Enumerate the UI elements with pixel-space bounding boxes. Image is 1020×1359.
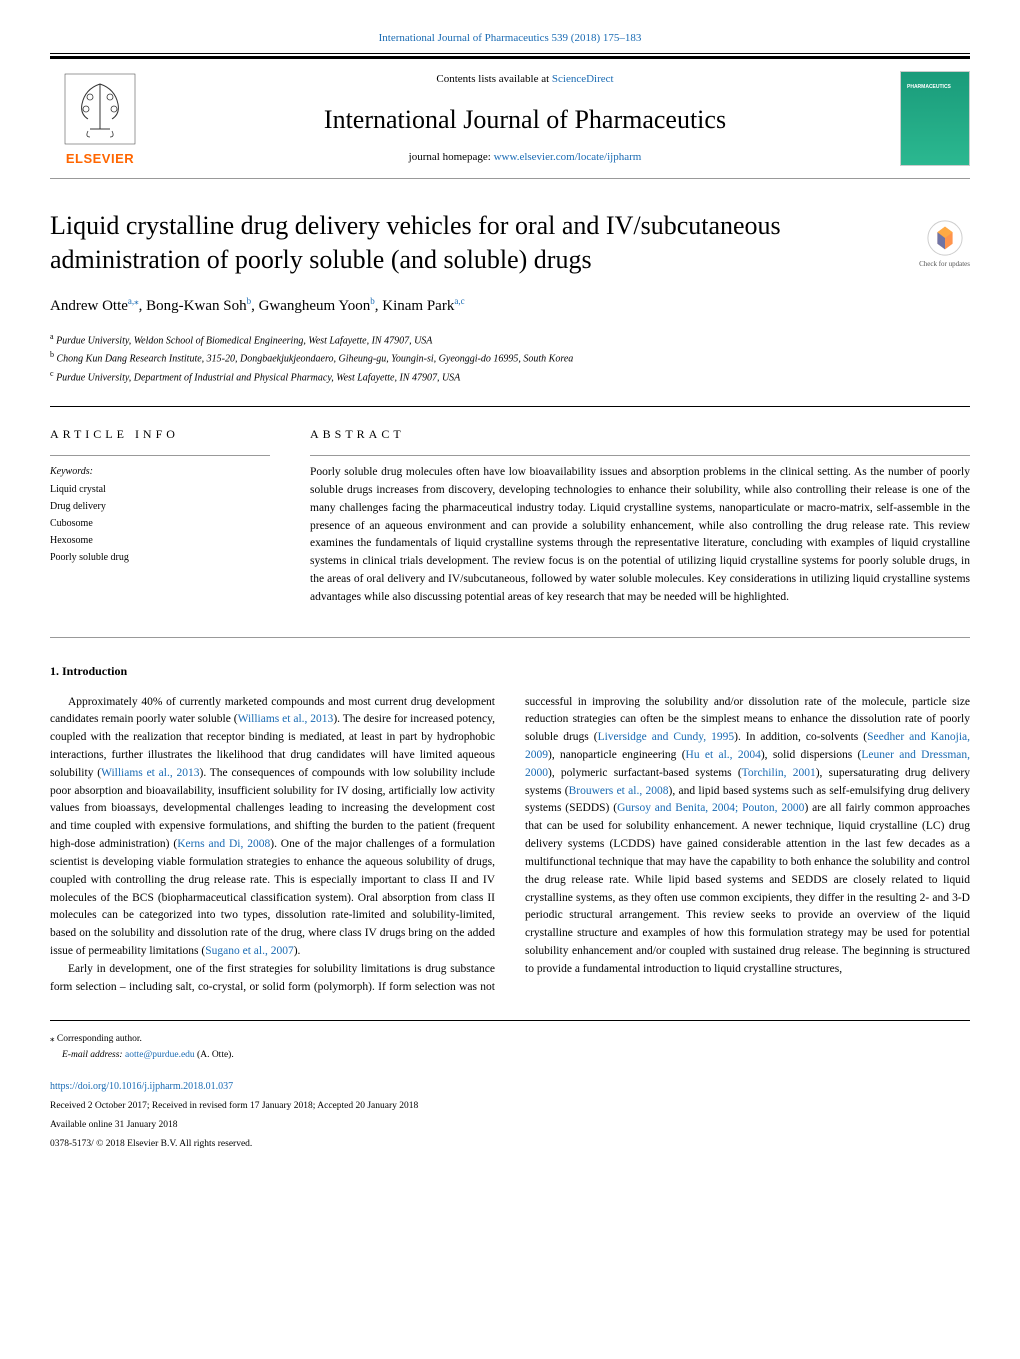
citation-link[interactable]: Torchilin, 2001 — [742, 767, 816, 779]
keyword-item: Hexosome — [50, 532, 270, 549]
doi-link[interactable]: https://doi.org/10.1016/j.ijpharm.2018.0… — [50, 1081, 233, 1092]
homepage-link[interactable]: www.elsevier.com/locate/ijpharm — [494, 151, 642, 163]
author-1: Andrew Otte — [50, 298, 128, 314]
title-section: Liquid crystalline drug delivery vehicle… — [50, 209, 970, 386]
citation-link[interactable]: Williams et al., 2013 — [238, 713, 334, 725]
keyword-item: Cubosome — [50, 515, 270, 532]
email-label: E-mail address: — [62, 1050, 125, 1060]
affil-a-text: Purdue University, Weldon School of Biom… — [54, 335, 433, 346]
corresponding-author: ⁎ Corresponding author. — [50, 1031, 970, 1047]
affiliation-a: a Purdue University, Weldon School of Bi… — [50, 331, 970, 349]
journal-name: International Journal of Pharmaceutics — [150, 100, 900, 139]
email-suffix: (A. Otte). — [195, 1050, 234, 1060]
citation-link[interactable]: Brouwers et al., 2008 — [569, 785, 669, 797]
contents-prefix: Contents lists available at — [436, 73, 551, 85]
abstract-text: Poorly soluble drug molecules often have… — [310, 464, 970, 607]
keyword-item: Poorly soluble drug — [50, 549, 270, 566]
author-2: , Bong-Kwan Soh — [139, 298, 247, 314]
sciencedirect-link[interactable]: ScienceDirect — [552, 73, 614, 85]
article-info: ARTICLE INFO Keywords: Liquid crystal Dr… — [50, 425, 270, 607]
publisher-name: ELSEVIER — [66, 149, 134, 169]
article-title: Liquid crystalline drug delivery vehicle… — [50, 209, 970, 277]
homepage-line: journal homepage: www.elsevier.com/locat… — [150, 149, 900, 166]
available-line: Available online 31 January 2018 — [50, 1118, 970, 1133]
contents-line: Contents lists available at ScienceDirec… — [150, 71, 900, 88]
keywords-label: Keywords: — [50, 464, 270, 479]
p3-text-c: ), nanoparticle engineering ( — [548, 749, 686, 761]
check-updates-label: Check for updates — [919, 259, 970, 270]
p1-text-d: ). One of the major challenges of a form… — [50, 838, 495, 957]
journal-cover-thumbnail — [900, 71, 970, 166]
affil-b-text: Chong Kun Dang Research Institute, 315-2… — [54, 354, 573, 365]
author-4-affil[interactable]: a,c — [454, 296, 464, 306]
header-citation: International Journal of Pharmaceutics 5… — [50, 30, 970, 47]
author-1-affil[interactable]: a,⁎ — [128, 296, 139, 306]
p3-text-d: ), solid dispersions ( — [761, 749, 862, 761]
p3-text-e: ), polymeric surfactant-based systems ( — [548, 767, 742, 779]
footer: ⁎ Corresponding author. E-mail address: … — [50, 1020, 970, 1152]
keywords-list: Liquid crystal Drug delivery Cubosome He… — [50, 481, 270, 566]
citation-link[interactable]: Hu et al., 2004 — [686, 749, 761, 761]
elsevier-tree-icon — [60, 69, 140, 149]
email-line: E-mail address: aotte@purdue.edu (A. Ott… — [50, 1048, 970, 1063]
keyword-item: Liquid crystal — [50, 481, 270, 498]
body-section: 1. Introduction Approximately 40% of cur… — [50, 637, 970, 997]
body-columns: Approximately 40% of currently marketed … — [50, 694, 970, 997]
copyright-line: 0378-5173/ © 2018 Elsevier B.V. All righ… — [50, 1137, 970, 1152]
citation-link[interactable]: International Journal of Pharmaceutics 5… — [379, 32, 642, 44]
citation-link[interactable]: Sugano et al., 2007 — [205, 945, 293, 957]
corr-text: Corresponding author. — [55, 1034, 142, 1044]
info-abstract-row: ARTICLE INFO Keywords: Liquid crystal Dr… — [50, 406, 970, 607]
citation-link[interactable]: Kerns and Di, 2008 — [177, 838, 270, 850]
abstract-heading: ABSTRACT — [310, 425, 970, 456]
affiliations: a Purdue University, Weldon School of Bi… — [50, 331, 970, 386]
affiliation-c: c Purdue University, Department of Indus… — [50, 368, 970, 386]
p3-text-b: ). In addition, co-solvents ( — [734, 731, 867, 743]
email-link[interactable]: aotte@purdue.edu — [125, 1050, 195, 1060]
author-3: , Gwangheum Yoon — [251, 298, 370, 314]
crossmark-icon — [926, 219, 964, 257]
homepage-prefix: journal homepage: — [409, 151, 494, 163]
citation-link[interactable]: Liversidge and Cundy, 1995 — [598, 731, 735, 743]
citation-link[interactable]: Gursoy and Benita, 2004; Pouton, 2000 — [617, 802, 804, 814]
affiliation-b: b Chong Kun Dang Research Institute, 315… — [50, 349, 970, 367]
abstract: ABSTRACT Poorly soluble drug molecules o… — [310, 425, 970, 607]
authors-line: Andrew Ottea,⁎, Bong-Kwan Sohb, Gwangheu… — [50, 295, 970, 318]
paragraph-1: Approximately 40% of currently marketed … — [50, 694, 495, 961]
p2-text: Early in development, one of the first s… — [68, 963, 361, 975]
publisher-logo: ELSEVIER — [50, 69, 150, 169]
citation-link[interactable]: Williams et al., 2013 — [101, 767, 199, 779]
p1-text-e: ). — [294, 945, 301, 957]
author-4: , Kinam Park — [375, 298, 455, 314]
p3-text-h: ) are all fairly common approaches that … — [525, 802, 970, 974]
check-updates-badge[interactable]: Check for updates — [919, 219, 970, 270]
doi-line: https://doi.org/10.1016/j.ijpharm.2018.0… — [50, 1079, 970, 1095]
article-info-heading: ARTICLE INFO — [50, 425, 270, 456]
received-line: Received 2 October 2017; Received in rev… — [50, 1099, 970, 1114]
journal-header: ELSEVIER Contents lists available at Sci… — [50, 59, 970, 180]
affil-c-text: Purdue University, Department of Industr… — [54, 372, 461, 383]
header-center: Contents lists available at ScienceDirec… — [150, 71, 900, 165]
rule-thin — [50, 53, 970, 54]
keyword-item: Drug delivery — [50, 498, 270, 515]
section-1-title: 1. Introduction — [50, 662, 970, 680]
